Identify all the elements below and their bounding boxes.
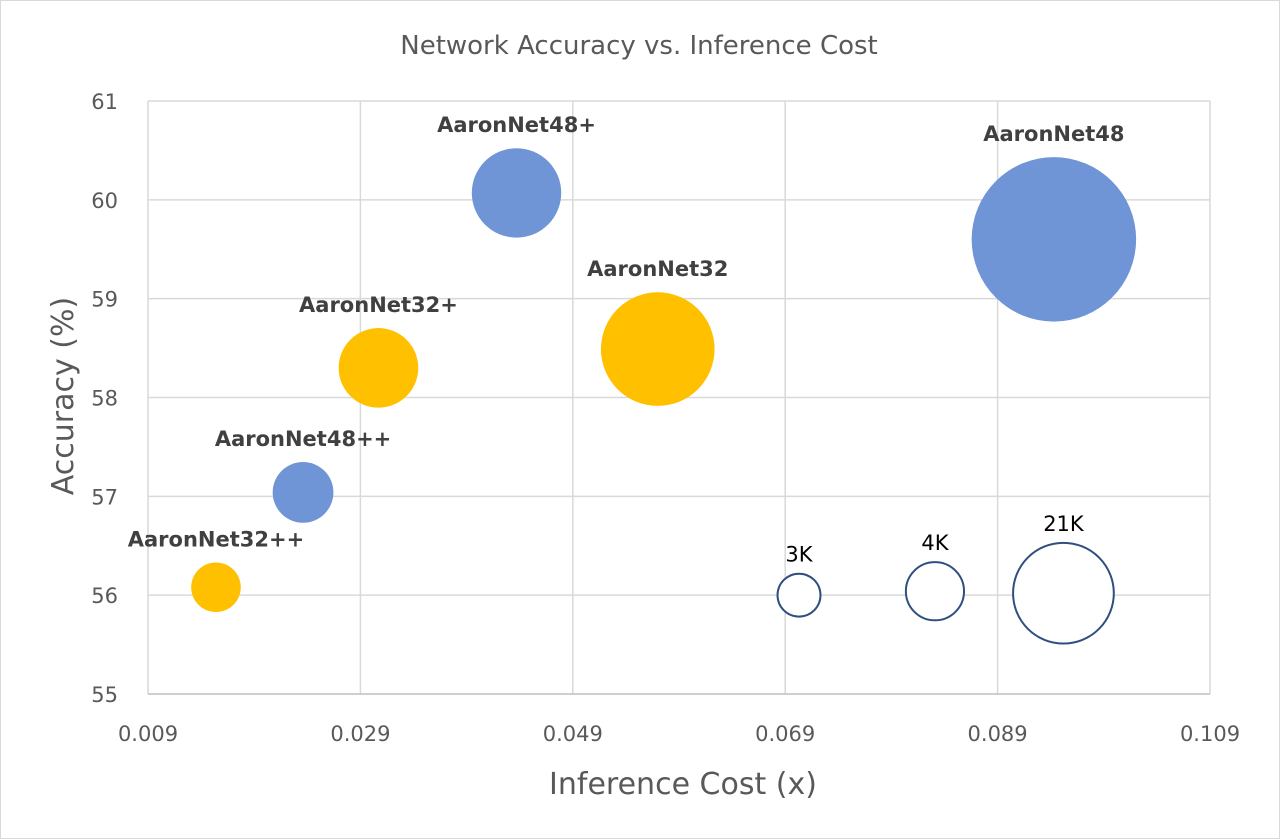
x-tick-label: 0.069 bbox=[755, 722, 815, 746]
bubble bbox=[191, 562, 241, 613]
y-tick-label: 57 bbox=[91, 485, 118, 509]
bubble-label: AaronNet48 bbox=[983, 122, 1124, 146]
legend-bubble-label: 21K bbox=[1043, 512, 1085, 536]
legend-bubble bbox=[904, 561, 966, 622]
x-tick-label: 0.009 bbox=[118, 722, 178, 746]
bubble-label: AaronNet32 bbox=[587, 257, 728, 281]
chart-title: Network Accuracy vs. Inference Cost bbox=[400, 31, 878, 61]
x-tick-label: 0.029 bbox=[330, 722, 390, 746]
bubble bbox=[338, 328, 419, 408]
bubble-label: AaronNet32+ bbox=[299, 293, 458, 317]
x-tick-label: 0.089 bbox=[968, 722, 1028, 746]
y-tick-label: 60 bbox=[91, 189, 118, 213]
bubble bbox=[600, 292, 715, 406]
y-tick-label: 56 bbox=[91, 584, 118, 608]
bubble-label: AaronNet32++ bbox=[128, 527, 304, 551]
bubble bbox=[971, 157, 1137, 322]
legend-bubble bbox=[1012, 541, 1115, 645]
y-tick-label: 61 bbox=[91, 90, 118, 114]
y-tick-label: 59 bbox=[91, 288, 118, 312]
legend-bubble bbox=[776, 572, 822, 618]
legend-bubble-label: 4K bbox=[921, 531, 949, 555]
x-tick-labels: 0.009 0.029 0.049 0.069 0.089 0.109 bbox=[118, 722, 1240, 746]
bubble-label: AaronNet48+ bbox=[437, 113, 596, 137]
size-legend: 3K 4K 21K bbox=[776, 512, 1115, 645]
y-tick-labels: 55 56 57 58 59 60 61 bbox=[91, 90, 118, 707]
x-tick-label: 0.109 bbox=[1180, 722, 1240, 746]
y-axis-title: Accuracy (%) bbox=[46, 297, 81, 495]
x-axis-title: Inference Cost (x) bbox=[549, 767, 817, 802]
y-tick-label: 55 bbox=[91, 683, 118, 707]
x-tick-label: 0.049 bbox=[543, 722, 603, 746]
bubble bbox=[272, 462, 334, 523]
legend-bubble-label: 3K bbox=[785, 543, 813, 567]
bubble bbox=[471, 148, 562, 238]
y-tick-label: 58 bbox=[91, 387, 118, 411]
bubble-layer: AaronNet48+ AaronNet48 AaronNet32+ AaronNet… bbox=[128, 113, 1137, 613]
bubble-label: AaronNet48++ bbox=[215, 427, 391, 451]
